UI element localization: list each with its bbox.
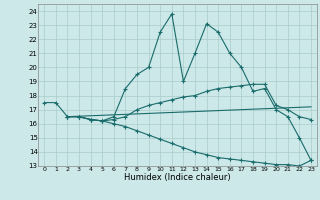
X-axis label: Humidex (Indice chaleur): Humidex (Indice chaleur): [124, 173, 231, 182]
